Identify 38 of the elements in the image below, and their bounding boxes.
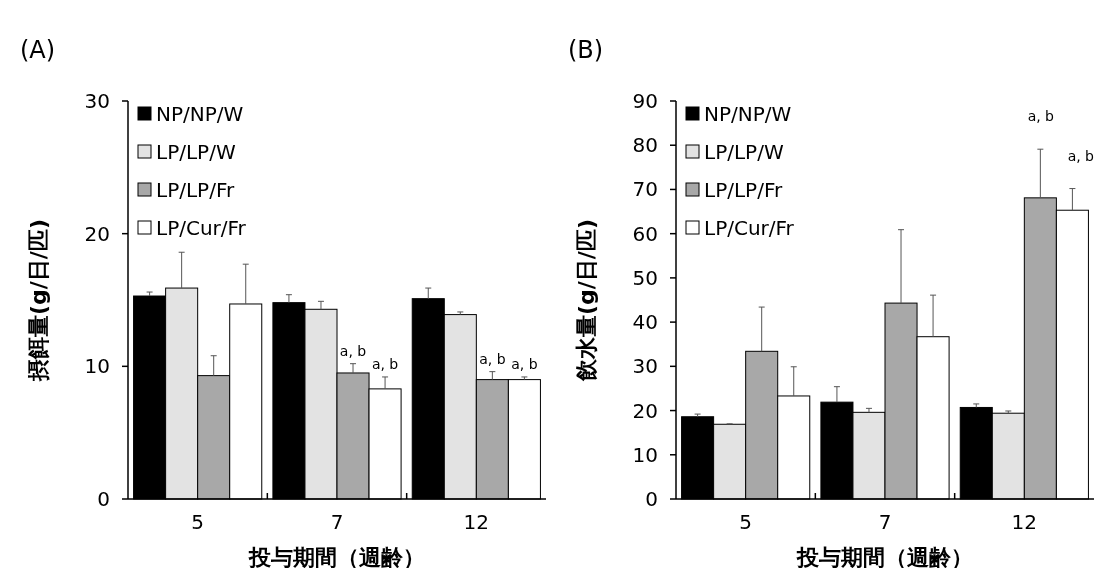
annotation: a, b bbox=[511, 355, 538, 372]
y-tick-label: 0 bbox=[97, 487, 110, 511]
x-tick-label: 7 bbox=[878, 510, 892, 534]
y-tick-label: 70 bbox=[632, 177, 658, 202]
y-tick-label: 10 bbox=[84, 354, 110, 379]
y-tick-label: 80 bbox=[632, 133, 658, 158]
annotation: a, b bbox=[339, 342, 367, 359]
y-tick-label: 50 bbox=[632, 265, 658, 290]
chart-title: (A) bbox=[20, 36, 56, 64]
x-tick-label: 5 bbox=[739, 510, 753, 534]
chart-title: (B) bbox=[568, 36, 604, 64]
x-tick-label: 12 bbox=[463, 510, 490, 534]
y-tick-label: 20 bbox=[632, 398, 658, 423]
annotation: a, b bbox=[1067, 148, 1095, 164]
legend-label: LP/LP/W bbox=[704, 140, 784, 164]
annotation: a, b bbox=[1027, 108, 1055, 124]
x-tick-label: 7 bbox=[330, 510, 344, 534]
y-tick-label: 10 bbox=[632, 442, 658, 467]
x-tick-label: 5 bbox=[191, 510, 205, 534]
legend-label: NP/NP/W bbox=[704, 102, 792, 126]
y-axis-title: 摂餌量(g/日/匹) bbox=[26, 219, 51, 382]
annotation: a, b bbox=[479, 350, 506, 367]
y-axis-title: 飲水量(g/日/匹) bbox=[574, 219, 599, 382]
legend-label: LP/LP/Fr bbox=[704, 178, 783, 202]
y-tick-label: 30 bbox=[84, 89, 110, 113]
legend-label: LP/LP/Fr bbox=[156, 178, 235, 202]
y-tick-label: 20 bbox=[84, 221, 110, 246]
legend-label: LP/LP/W bbox=[156, 140, 236, 164]
y-tick-label: 40 bbox=[632, 310, 658, 335]
annotation: a, b bbox=[371, 355, 399, 372]
y-tick-label: 30 bbox=[632, 354, 658, 379]
x-tick-label: 12 bbox=[1011, 510, 1038, 534]
y-tick-label: 60 bbox=[632, 221, 658, 246]
legend-label: LP/Cur/Fr bbox=[704, 216, 795, 240]
legend-label: NP/NP/W bbox=[156, 102, 244, 126]
y-tick-label: 0 bbox=[645, 487, 658, 511]
legend-label: LP/Cur/Fr bbox=[156, 216, 247, 240]
y-tick-label: 90 bbox=[632, 89, 658, 113]
